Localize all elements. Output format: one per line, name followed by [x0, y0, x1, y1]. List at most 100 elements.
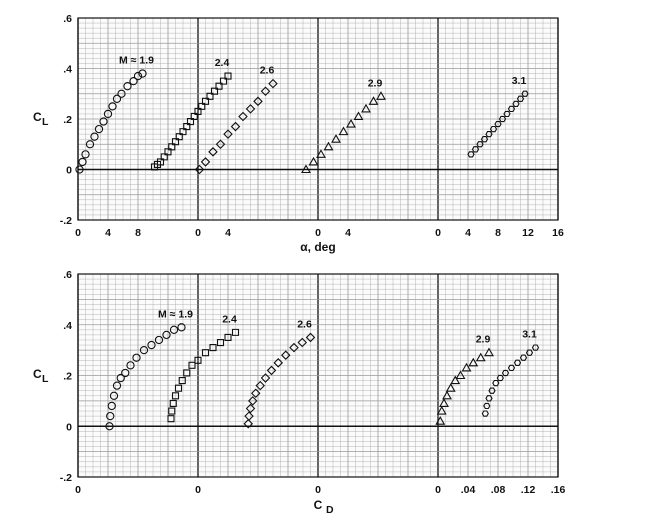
x-tick-label: 4 [345, 227, 351, 239]
data-point [168, 407, 176, 415]
data-point [162, 330, 171, 340]
data-point [112, 381, 122, 390]
data-point [209, 344, 217, 352]
x-tick-label: .04 [461, 484, 476, 496]
x-tick-label: 8 [135, 227, 141, 239]
data-point [169, 325, 179, 334]
data-point [435, 416, 446, 425]
data-point [503, 110, 511, 118]
data-point [224, 333, 232, 341]
data-point [112, 94, 122, 103]
data-point [138, 69, 147, 78]
chart-lift-vs-drag: .6.4.20-.2C L0 0 0 0.04.08.12.16C DM ≈ 1.9 2.4… [33, 269, 565, 516]
y-tick-label: -.2 [60, 472, 72, 484]
data-point [519, 354, 528, 361]
data-point [231, 328, 240, 336]
data-point [108, 102, 117, 111]
data-point [224, 72, 232, 80]
data-point [488, 387, 496, 394]
x-tick-label: 0 [435, 484, 441, 496]
series-label: 3.1 [522, 329, 537, 341]
data-point [109, 391, 119, 400]
data-point [106, 411, 115, 421]
data-point [316, 149, 326, 158]
data-point [361, 103, 371, 113]
data-point [476, 141, 484, 148]
data-point [188, 361, 196, 369]
data-point [483, 402, 491, 410]
x-tick-label: 12 [522, 227, 534, 239]
data-point [492, 379, 500, 387]
data-point [147, 340, 156, 350]
data-point [238, 111, 248, 122]
y-tick-label: .6 [63, 13, 72, 25]
data-point [445, 383, 456, 392]
data-point [368, 96, 379, 105]
data-point [353, 111, 364, 121]
data-point [475, 352, 486, 362]
data-point [494, 120, 502, 128]
data-point [471, 146, 480, 153]
x-tick-label: .16 [551, 484, 566, 496]
data-point [489, 125, 498, 133]
x-axis-label: α, deg [300, 240, 335, 254]
data-point [501, 369, 510, 377]
data-point [308, 156, 319, 166]
data-point [439, 398, 449, 407]
data-point [498, 115, 507, 123]
y-axis-label: C [33, 110, 42, 124]
data-point [496, 374, 504, 382]
data-point [201, 349, 210, 357]
series-hexagon [467, 90, 529, 158]
series-label: 2.4 [222, 313, 237, 325]
data-point [178, 377, 186, 385]
gridlines [77, 17, 559, 221]
data-point [94, 124, 104, 134]
plot-frame [77, 17, 559, 221]
data-point [480, 136, 489, 143]
data-point [177, 323, 186, 332]
gridlines [77, 273, 559, 478]
data-point [346, 118, 356, 128]
plot-frame [77, 273, 559, 478]
y-tick-label: -.2 [60, 215, 72, 227]
y-tick-label: .4 [63, 320, 72, 332]
data-point [167, 415, 175, 423]
data-point [132, 353, 141, 362]
data-point [450, 375, 461, 385]
data-point [260, 86, 271, 97]
data-point [297, 337, 308, 348]
data-point [376, 91, 386, 100]
data-point [245, 403, 256, 414]
x-tick-label: 0 [195, 227, 201, 239]
data-point [121, 368, 130, 378]
data-point [260, 373, 271, 383]
data-point [512, 100, 520, 107]
data-point [223, 129, 233, 139]
data-point [208, 147, 218, 157]
data-point [467, 151, 475, 158]
series-circle [75, 69, 147, 174]
data-point [169, 399, 177, 407]
x-tick-label: .12 [521, 484, 536, 496]
series-label: 2.6 [297, 318, 312, 330]
y-tick-label: .2 [63, 371, 72, 383]
data-point [129, 76, 138, 86]
data-point [126, 361, 135, 370]
data-point [484, 347, 494, 357]
data-point [243, 418, 254, 429]
series-square [167, 328, 240, 423]
series-label: 2.6 [260, 65, 275, 77]
y-axis-label: C [33, 367, 42, 381]
data-point [215, 139, 226, 150]
data-point [90, 132, 99, 141]
data-point [481, 410, 489, 417]
x-tick-label: .08 [491, 484, 506, 496]
series-label: 2.4 [215, 57, 230, 69]
y-axis-label-subscript: L [42, 373, 49, 385]
series-diamond [194, 78, 278, 175]
data-point [305, 332, 316, 343]
data-point [455, 370, 466, 380]
